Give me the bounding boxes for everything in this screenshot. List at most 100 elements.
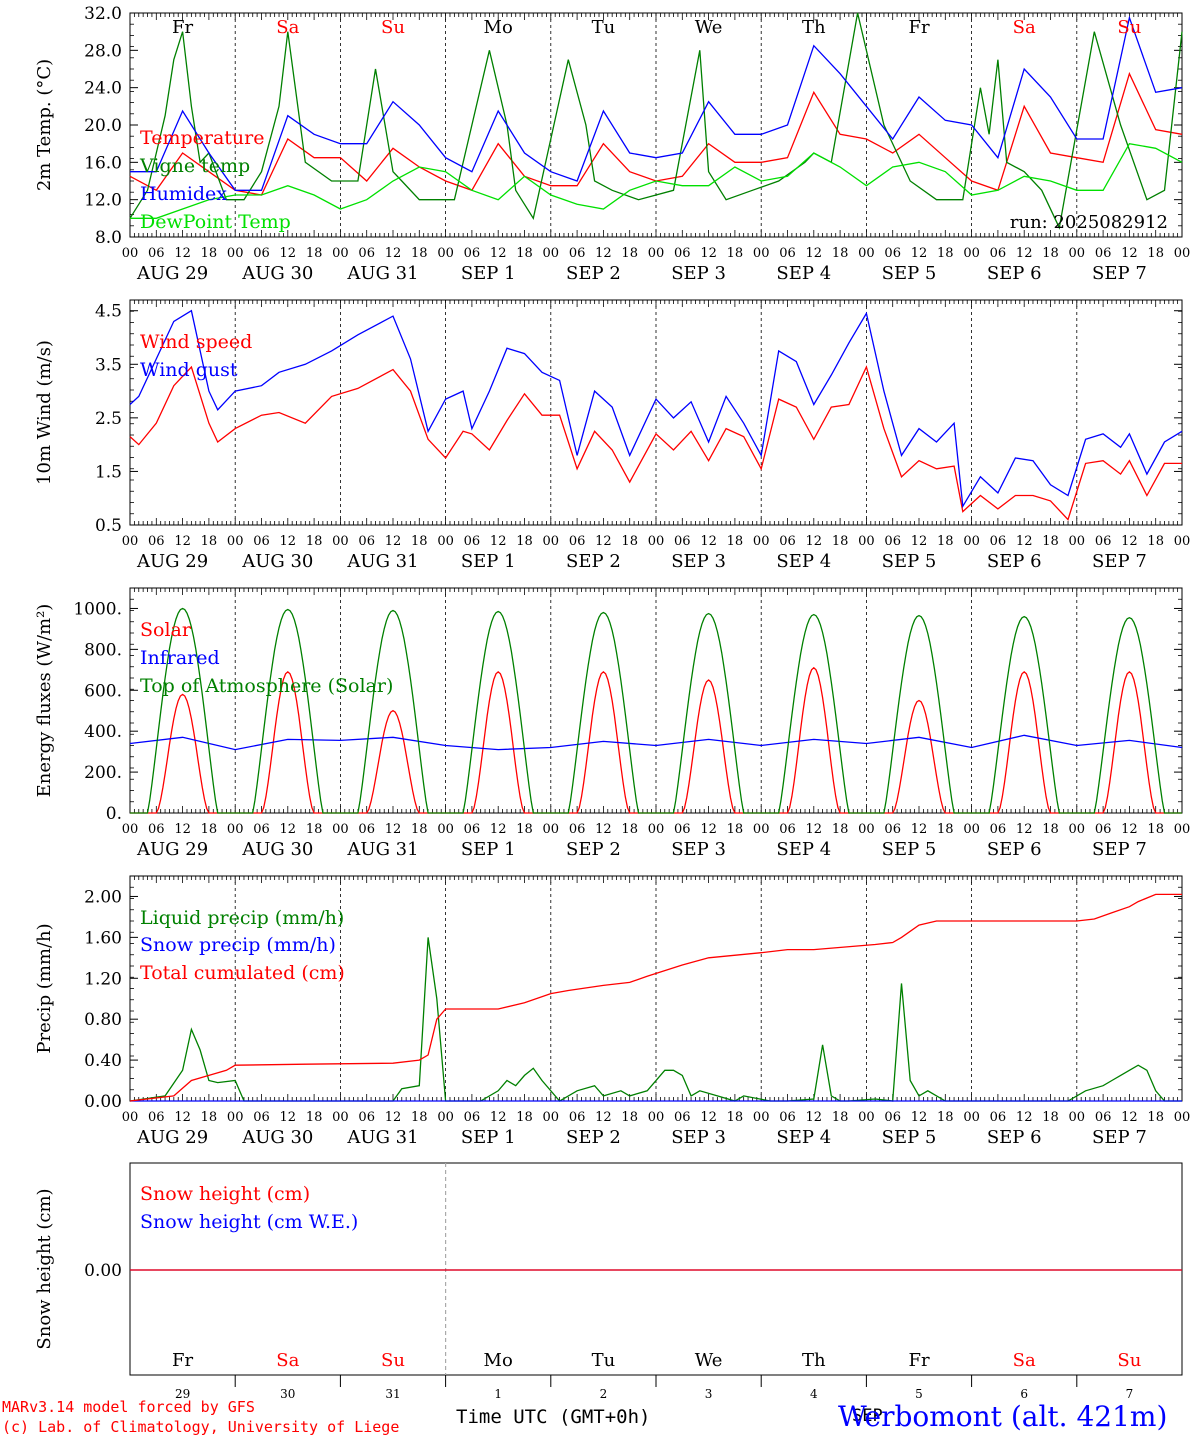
date-label: SEP 2	[566, 839, 621, 860]
y-tick-label: 28.0	[84, 41, 122, 61]
date-label: SEP 7	[1092, 551, 1147, 572]
hour-label: 12	[911, 534, 928, 549]
hour-label: 00	[753, 822, 770, 837]
legend-top-of-atmosphere-solar-: Top of Atmosphere (Solar)	[140, 675, 393, 697]
y-tick-label: 0.00	[84, 1261, 122, 1281]
hour-label: 06	[990, 822, 1007, 837]
hour-label: 18	[937, 1110, 954, 1125]
hour-label: 00	[1069, 1110, 1086, 1125]
hour-label: 00	[753, 1110, 770, 1125]
hour-label: 12	[806, 246, 823, 261]
y-tick-label: 3.5	[95, 355, 122, 375]
date-label: AUG 31	[346, 839, 418, 860]
y-tick-label: 1000.	[73, 599, 122, 619]
x-axis-label: Time UTC (GMT+0h)	[456, 1406, 651, 1428]
weekday-label: Su	[1117, 1350, 1141, 1371]
hour-label: 12	[490, 822, 507, 837]
y-tick-label: 24.0	[84, 79, 122, 99]
series-line-dewpoint-temp	[130, 142, 1183, 219]
hour-label: 18	[1147, 1110, 1164, 1125]
hour-label: 00	[1069, 534, 1086, 549]
date-label: AUG 29	[136, 1127, 208, 1148]
hour-label: 18	[1042, 534, 1059, 549]
hour-label: 18	[727, 534, 744, 549]
hour-label: 12	[911, 1110, 928, 1125]
date-label: SEP 1	[461, 839, 516, 860]
date-label: SEP 3	[671, 263, 726, 284]
hour-label: 18	[832, 246, 849, 261]
date-label: SEP 4	[776, 551, 831, 572]
date-label: AUG 30	[241, 551, 313, 572]
date-label: SEP 4	[776, 1127, 831, 1148]
hour-label: 00	[437, 1110, 454, 1125]
date-label: AUG 31	[346, 551, 418, 572]
hour-label: 00	[1174, 246, 1191, 261]
hour-label: 18	[1147, 246, 1164, 261]
hour-label: 12	[700, 1110, 717, 1125]
weekday-label: Sa	[276, 17, 299, 38]
hour-label: 12	[174, 822, 191, 837]
y-tick-label: 0.00	[84, 1092, 122, 1112]
hour-label: 00	[227, 534, 244, 549]
hour-label: 12	[385, 1110, 402, 1125]
hour-label: 00	[332, 822, 349, 837]
hour-label: 00	[332, 246, 349, 261]
hour-label: 06	[1095, 534, 1112, 549]
hour-label: 12	[1121, 1110, 1138, 1125]
legend-wind-gust: Wind gust	[140, 359, 238, 381]
legend-vigne-temp: Vigne temp	[139, 155, 250, 177]
series-line-infrared	[129, 734, 1183, 751]
weekday-label: We	[695, 17, 723, 38]
hour-label: 12	[490, 534, 507, 549]
hour-label: 06	[464, 534, 481, 549]
hour-label: 00	[1069, 246, 1086, 261]
y-tick-label: 2.00	[84, 887, 122, 907]
hour-label: 06	[674, 822, 691, 837]
date-label: SEP 7	[1092, 1127, 1147, 1148]
hour-label: 00	[227, 822, 244, 837]
hour-label: 00	[648, 534, 665, 549]
y-axis-label: Precip (mm/h)	[34, 923, 55, 1053]
hour-label: 06	[569, 1110, 586, 1125]
date-label: AUG 30	[241, 263, 313, 284]
hour-label: 06	[253, 822, 270, 837]
hour-label: 00	[963, 1110, 980, 1125]
weekday-label: Fr	[172, 1350, 193, 1371]
model-credit: MARv3.14 model forced by GFS	[2, 1398, 255, 1416]
date-label: AUG 29	[136, 839, 208, 860]
hour-label: 12	[911, 246, 928, 261]
date-label: SEP 7	[1092, 839, 1147, 860]
date-label: SEP 6	[987, 551, 1042, 572]
date-label: AUG 29	[136, 263, 208, 284]
hour-label: 06	[148, 246, 165, 261]
station-title: Werbomont (alt. 421m)	[838, 1400, 1168, 1433]
hour-label: 06	[253, 534, 270, 549]
hour-label: 06	[1095, 1110, 1112, 1125]
hour-label: 18	[937, 246, 954, 261]
day-number-label: 31	[385, 1387, 400, 1401]
hour-label: 06	[674, 534, 691, 549]
y-tick-label: 1.5	[95, 462, 122, 482]
hour-label: 00	[543, 1110, 560, 1125]
date-label: AUG 30	[241, 1127, 313, 1148]
hour-label: 00	[963, 246, 980, 261]
hour-label: 12	[595, 534, 612, 549]
y-tick-label: 12.0	[84, 191, 122, 211]
hour-label: 00	[648, 1110, 665, 1125]
hour-label: 00	[122, 246, 139, 261]
hour-label: 06	[674, 246, 691, 261]
y-tick-label: 800.	[84, 640, 122, 660]
weekday-label: Fr	[908, 17, 929, 38]
series-line-humidex	[130, 15, 1183, 191]
weekday-label: Th	[802, 1350, 826, 1371]
y-tick-label: 20.0	[84, 116, 122, 136]
hour-label: 12	[1016, 534, 1033, 549]
y-tick-label: 4.5	[95, 302, 122, 322]
hour-label: 12	[806, 534, 823, 549]
hour-label: 12	[700, 246, 717, 261]
hour-label: 06	[990, 534, 1007, 549]
hour-label: 06	[358, 534, 375, 549]
hour-label: 18	[727, 1110, 744, 1125]
weekday-label: Tu	[592, 1350, 616, 1371]
